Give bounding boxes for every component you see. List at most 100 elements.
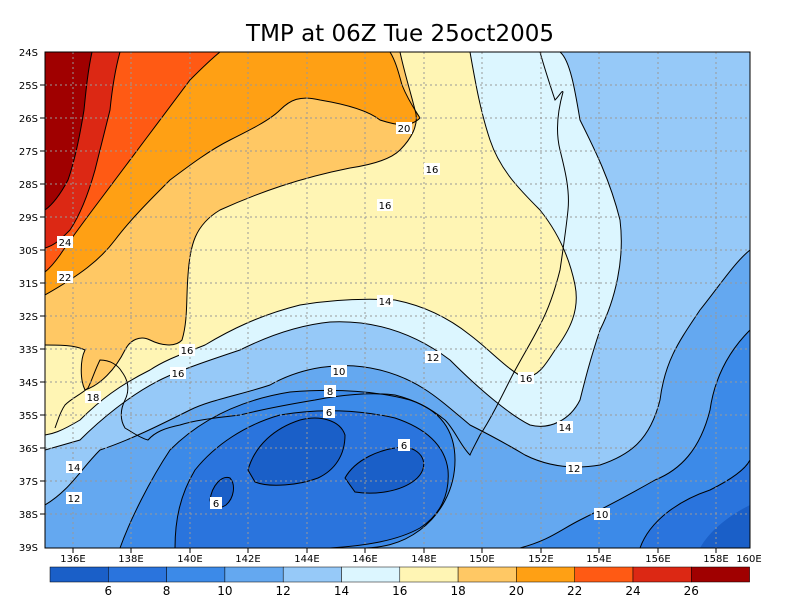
svg-text:8: 8	[327, 387, 333, 398]
colorbar-label: 6	[104, 584, 112, 598]
svg-text:12: 12	[68, 494, 81, 505]
svg-text:16: 16	[181, 346, 194, 357]
y-tick-label: 32S	[19, 312, 38, 323]
contour-label: 16	[377, 199, 393, 212]
svg-text:20: 20	[398, 124, 411, 135]
colorbar-label: 26	[684, 584, 699, 598]
colorbar-swatch	[399, 566, 459, 583]
colorbar-label: 20	[509, 584, 524, 598]
x-tick-label: 140E	[177, 554, 202, 565]
y-tick-label: 34S	[19, 378, 38, 389]
band-lt-6-east-core	[700, 505, 750, 548]
band-26-plus	[45, 52, 92, 210]
x-tick-label: 152E	[528, 554, 553, 565]
y-tick-label: 37S	[19, 477, 38, 488]
y-tick-label: 39S	[19, 543, 38, 554]
colorbar-label: 14	[334, 584, 349, 598]
colorbar-label: 22	[567, 584, 582, 598]
svg-text:16: 16	[426, 165, 439, 176]
svg-text:10: 10	[333, 367, 346, 378]
colorbar-label: 18	[450, 584, 465, 598]
colorbar-swatch	[108, 566, 167, 583]
colorbar-label: 12	[276, 584, 291, 598]
svg-text:14: 14	[559, 423, 572, 434]
y-tick-label: 31S	[19, 279, 38, 290]
svg-text:16: 16	[379, 201, 392, 212]
contour-label: 10	[594, 508, 610, 521]
colorbar-label: 10	[217, 584, 232, 598]
colorbar-label: 16	[392, 584, 407, 598]
y-tick-label: 33S	[19, 345, 38, 356]
x-tick-label: 138E	[118, 554, 143, 565]
colorbar-swatch	[49, 566, 109, 583]
contour-label: 22	[57, 271, 73, 284]
svg-text:24: 24	[59, 238, 72, 249]
colorbar-label: 8	[163, 584, 171, 598]
x-tick-label: 144E	[294, 554, 319, 565]
y-tick-label: 29S	[19, 213, 38, 224]
x-tick-label: 150E	[469, 554, 494, 565]
x-tick-label: 142E	[235, 554, 260, 565]
x-tick-label: 156E	[645, 554, 670, 565]
x-axis: 136E 138E 140E 142E 144E 146E 148E 150E …	[60, 548, 762, 565]
contour-label: 6	[323, 406, 335, 419]
colorbar: 6 8 10 12 14 16 18 20 22 24 26	[49, 566, 750, 598]
svg-text:6: 6	[213, 499, 219, 510]
contour-label: 16	[179, 344, 195, 357]
svg-text:18: 18	[87, 393, 100, 404]
svg-text:22: 22	[59, 273, 72, 284]
x-tick-label: 136E	[60, 554, 85, 565]
contour-label: 20	[396, 122, 412, 135]
contour-label: 12	[425, 351, 441, 364]
band-lt-6-pool-2	[345, 447, 424, 494]
svg-text:6: 6	[401, 441, 407, 452]
contour-label: 12	[66, 492, 82, 505]
colorbar-swatch	[341, 566, 401, 583]
y-tick-label: 35S	[19, 411, 38, 422]
y-tick-label: 30S	[19, 246, 38, 257]
y-tick-label: 36S	[19, 444, 38, 455]
contour-label: 16	[170, 367, 186, 380]
contour-labels: 20 16 16 24 22 14 16 12 16 10 18 16 8 6 …	[57, 122, 610, 521]
svg-text:14: 14	[68, 463, 81, 474]
contour-label: 10	[331, 365, 347, 378]
svg-text:6: 6	[326, 408, 332, 419]
x-tick-label: 160E	[736, 554, 761, 565]
svg-text:16: 16	[520, 374, 533, 385]
coastline	[54, 52, 569, 456]
svg-text:16: 16	[172, 369, 185, 380]
y-tick-label: 28S	[19, 180, 38, 191]
contour-label: 16	[518, 372, 534, 385]
contour-label: 8	[324, 385, 336, 398]
colorbar-swatch	[516, 566, 575, 583]
y-tick-label: 27S	[19, 147, 38, 158]
map-title: TMP at 06Z Tue 25oct2005	[245, 21, 554, 47]
y-tick-label: 26S	[19, 114, 38, 125]
colorbar-swatch	[691, 566, 750, 583]
y-tick-label: 38S	[19, 510, 38, 521]
contour-label: 14	[66, 461, 82, 474]
contour-label: 24	[57, 236, 73, 249]
x-tick-label: 146E	[352, 554, 377, 565]
x-tick-label: 148E	[411, 554, 436, 565]
filled-contours	[45, 52, 750, 548]
colorbar-label: 24	[625, 584, 640, 598]
colorbar-swatch	[457, 566, 517, 583]
y-axis: 24S 25S 26S 27S 28S 29S 30S 31S 32S 33S …	[19, 48, 45, 554]
colorbar-swatch	[166, 566, 226, 583]
colorbar-swatch	[224, 566, 284, 583]
x-tick-label: 158E	[703, 554, 728, 565]
contour-label: 14	[377, 295, 393, 308]
contour-label: 12	[566, 462, 582, 475]
y-tick-label: 24S	[19, 48, 38, 59]
contour-label: 6	[210, 497, 222, 510]
svg-text:12: 12	[427, 353, 440, 364]
y-tick-label: 25S	[19, 81, 38, 92]
x-tick-label: 154E	[586, 554, 611, 565]
colorbar-swatch	[574, 566, 634, 583]
contour-label: 6	[398, 439, 410, 452]
svg-text:10: 10	[596, 510, 609, 521]
contour-label: 18	[85, 391, 101, 404]
contour-label: 14	[557, 421, 573, 434]
